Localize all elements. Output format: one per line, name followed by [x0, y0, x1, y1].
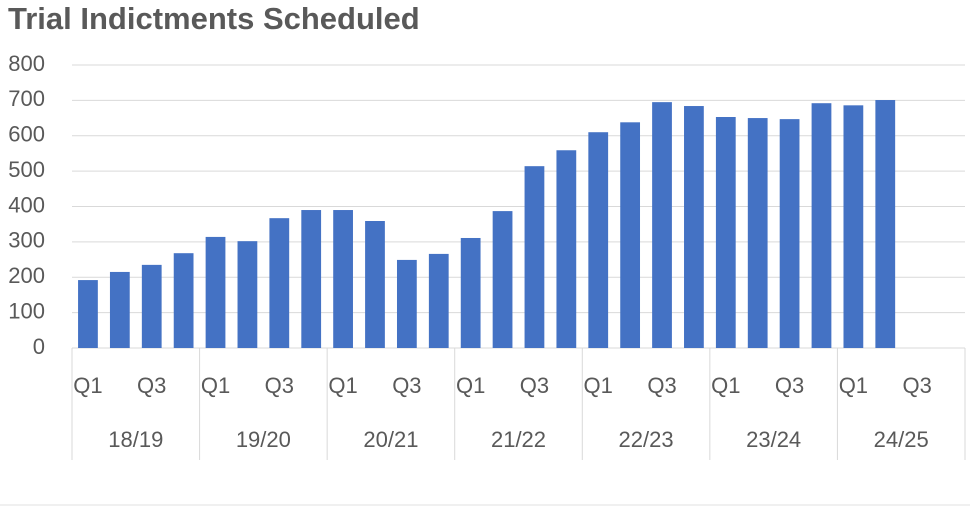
x-tick-label: Q1 — [456, 373, 485, 398]
group-label: 24/25 — [874, 427, 929, 452]
y-tick-label: 400 — [8, 192, 45, 217]
y-tick-label: 200 — [8, 263, 45, 288]
bar — [205, 236, 226, 348]
bar — [843, 105, 864, 348]
bar — [747, 118, 768, 348]
bar — [779, 119, 800, 348]
group-label: 19/20 — [236, 427, 291, 452]
x-tick-label: Q1 — [839, 373, 868, 398]
bar — [78, 280, 98, 348]
x-tick-label: Q1 — [584, 373, 613, 398]
bar — [684, 106, 704, 348]
group-label: 18/19 — [108, 427, 163, 452]
y-tick-label: 100 — [8, 298, 45, 323]
x-tick-label: Q1 — [711, 373, 740, 398]
x-tick-label: Q3 — [137, 373, 166, 398]
bar — [365, 221, 385, 348]
bar — [141, 264, 162, 348]
bar — [396, 259, 417, 348]
bar — [556, 150, 577, 348]
y-tick-label: 700 — [8, 86, 45, 111]
bar — [652, 102, 672, 348]
bar — [492, 211, 513, 348]
group-label: 23/24 — [746, 427, 801, 452]
bar — [301, 210, 322, 348]
x-tick-label: Q3 — [520, 373, 549, 398]
group-label: 20/21 — [363, 427, 418, 452]
x-tick-label: Q3 — [902, 373, 931, 398]
bar — [715, 117, 736, 348]
bar — [173, 253, 194, 348]
chart-title: Trial Indictments Scheduled — [8, 1, 420, 36]
y-tick-label: 600 — [8, 122, 45, 147]
bar — [269, 218, 290, 348]
bar — [524, 166, 545, 348]
x-tick-label: Q3 — [647, 373, 676, 398]
x-tick-label: Q3 — [775, 373, 804, 398]
x-tick-label: Q1 — [328, 373, 357, 398]
y-tick-label: 300 — [8, 228, 45, 253]
y-tick-label: 500 — [8, 157, 45, 182]
bar — [333, 210, 353, 348]
x-tick-label: Q3 — [392, 373, 421, 398]
bar — [237, 241, 258, 348]
bar — [109, 271, 130, 348]
x-tick-label: Q1 — [73, 373, 102, 398]
bar — [588, 132, 609, 348]
bar — [811, 103, 832, 348]
bar — [620, 122, 641, 349]
x-tick-label: Q3 — [265, 373, 294, 398]
group-label: 21/22 — [491, 427, 546, 452]
bar — [428, 253, 449, 348]
x-tick-label: Q1 — [201, 373, 230, 398]
group-label: 22/23 — [619, 427, 674, 452]
bar — [460, 237, 481, 348]
y-tick-label: 0 — [33, 334, 45, 359]
y-tick-label: 800 — [8, 51, 45, 76]
bar — [875, 100, 896, 349]
